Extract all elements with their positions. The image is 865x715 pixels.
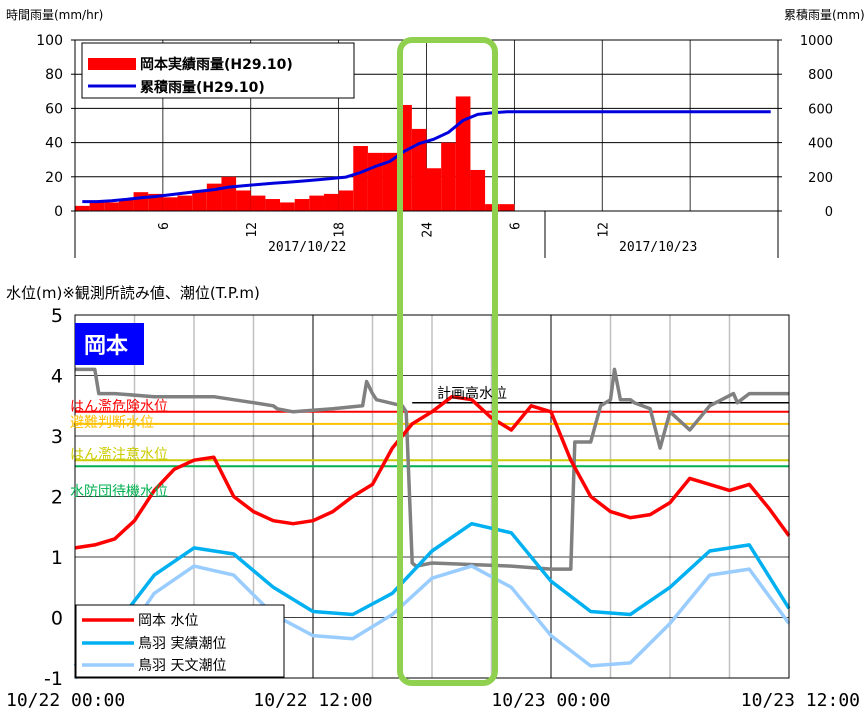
level-ytick-label: 3 <box>51 426 63 448</box>
level-series <box>73 367 791 680</box>
level-legend-label: 岡本 水位 <box>138 613 198 629</box>
rain-xticks: 6 12 18 24 6 12 <box>157 222 611 238</box>
rain-bar <box>441 142 456 211</box>
rain-xtick-label: 18 <box>333 222 348 238</box>
level-grid <box>75 315 789 678</box>
rain-bar <box>250 195 266 211</box>
rain-ylabel: 時間雨量(mm/hr) <box>6 8 103 22</box>
level-yticks: 5 4 3 2 1 0 -1 <box>44 305 63 690</box>
rain-bar <box>294 199 310 211</box>
cumulative-rain-line <box>82 110 771 204</box>
rain-legend-swatch-bar <box>88 58 136 70</box>
level-ytick-label: 2 <box>51 487 63 509</box>
rain-ytick-label: 60 <box>45 101 63 117</box>
rain-bar <box>177 195 193 211</box>
highlight-box <box>397 37 498 686</box>
rain-bar <box>104 202 119 211</box>
rain-xtick-label: 6 <box>157 222 172 230</box>
level-legend-label: 鳥羽 実績潮位 <box>138 636 226 652</box>
rain-date-label: 2017/10/22 <box>268 240 346 255</box>
level-ylabel: 水位(m)※観測所読み値、潮位(T.P.m) <box>6 284 260 302</box>
rain-bar <box>192 190 207 211</box>
level-series-line <box>74 564 791 680</box>
rain-xtick-label: 12 <box>596 222 611 238</box>
threshold-label-danger: はん濫危険水位 <box>70 399 168 415</box>
station-label: 岡本 <box>84 334 128 359</box>
rain-y2tick-label: 200 <box>808 171 833 186</box>
level-plot-frame <box>74 314 790 679</box>
level-xtick-label: 10/23 12:00 <box>741 690 860 711</box>
rain-bar <box>338 190 354 211</box>
rain-bar <box>367 152 383 211</box>
level-ytick-label: 5 <box>51 305 63 327</box>
rain-y2label: 累積雨量(mm) <box>784 7 865 22</box>
level-ytick-label: -1 <box>44 668 63 690</box>
rain-bar <box>133 192 149 211</box>
rain-y2tick-label: 600 <box>808 102 833 117</box>
rain-bars <box>75 96 515 211</box>
level-xticks: 10/22 00:00 10/22 12:00 10/23 00:00 10/23 1… <box>6 690 860 711</box>
rain-bar <box>118 199 134 211</box>
rain-legend-label: 累積雨量(H29.10) <box>140 79 265 96</box>
rain-bar <box>499 204 515 211</box>
rain-bar <box>455 96 471 211</box>
rain-y2tick-label: 400 <box>808 137 833 152</box>
rain-legend <box>81 42 355 99</box>
level-series-line <box>74 394 791 550</box>
station-badge <box>75 323 144 365</box>
level-legend-label: 鳥羽 天文潮位 <box>138 658 226 674</box>
rain-y2ticks: 1000 800 600 400 200 0 <box>778 34 833 220</box>
rain-bar <box>89 202 105 211</box>
level-xtick-label: 10/22 00:00 <box>6 690 125 711</box>
level-series-line <box>73 521 791 668</box>
rain-bar <box>411 128 427 211</box>
rain-yticks: 100 80 60 40 20 0 <box>36 33 75 220</box>
rain-bar <box>162 197 178 211</box>
rain-y2tick-label: 800 <box>808 68 833 83</box>
rain-xtick-label: 12 <box>245 222 260 238</box>
rain-ytick-label: 80 <box>45 67 63 83</box>
threshold-label-caution: はん濫注意水位 <box>70 446 168 463</box>
rain-bar <box>382 152 398 211</box>
level-ytick-label: 4 <box>51 366 63 388</box>
rain-bar <box>236 190 251 211</box>
rain-xtick-label: 6 <box>508 222 523 230</box>
rain-date-label: 2017/10/23 <box>619 240 697 255</box>
water-level-chart: 水位(m)※観測所読み値、潮位(T.P.m) 5 4 3 2 1 0 -1 10/22 00… <box>6 284 860 711</box>
rain-ytick-label: 20 <box>45 170 63 186</box>
rain-bar <box>265 199 281 211</box>
rain-xtick-label: 24 <box>421 222 436 238</box>
rain-bar <box>323 193 339 211</box>
rain-ytick-label: 40 <box>45 136 63 152</box>
rain-bar <box>221 176 237 211</box>
threshold-label-plan: 計画高水位 <box>437 385 507 402</box>
rain-bar <box>280 202 295 211</box>
rain-y2tick-label: 1000 <box>800 34 833 49</box>
level-ytick-label: 0 <box>51 608 63 630</box>
rain-bar <box>75 205 90 211</box>
rain-ytick-label: 100 <box>36 33 63 49</box>
rain-bar <box>309 195 324 211</box>
rain-bar <box>470 169 486 211</box>
level-xtick-label: 10/23 00:00 <box>491 690 610 711</box>
rain-ytick-label: 0 <box>54 204 63 220</box>
rain-bar <box>353 146 368 211</box>
level-xtick-label: 10/22 12:00 <box>253 690 372 711</box>
level-ytick-label: 1 <box>51 547 63 569</box>
threshold-label-evac: 避難判断水位 <box>70 415 154 431</box>
rain-bar <box>426 168 442 211</box>
rain-legend-label: 岡本実績雨量(H29.10) <box>140 56 293 73</box>
rain-y2tick-label: 0 <box>825 205 833 220</box>
threshold-label-standby: 水防団待機水位 <box>70 484 168 500</box>
